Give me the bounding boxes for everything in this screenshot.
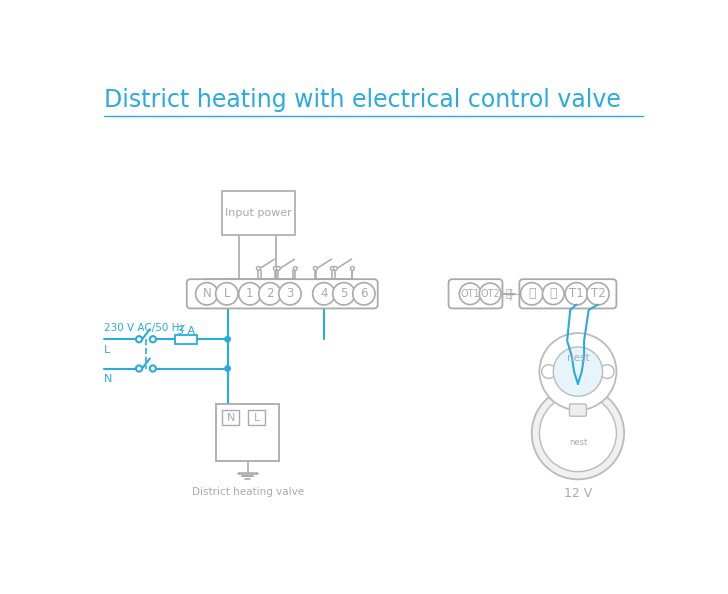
- Text: OT1: OT1: [460, 289, 480, 299]
- Circle shape: [350, 267, 355, 270]
- Circle shape: [521, 283, 543, 305]
- Circle shape: [314, 267, 317, 270]
- Text: T1: T1: [569, 287, 584, 301]
- Circle shape: [215, 283, 238, 305]
- Circle shape: [539, 394, 617, 472]
- Text: District heating valve: District heating valve: [191, 487, 304, 497]
- Circle shape: [225, 337, 230, 342]
- Circle shape: [539, 333, 617, 410]
- Text: ⏚: ⏚: [550, 287, 557, 301]
- Bar: [216, 404, 279, 461]
- Circle shape: [333, 283, 355, 305]
- Circle shape: [352, 283, 375, 305]
- Text: ─┼─: ─┼─: [502, 288, 520, 300]
- Bar: [248, 410, 265, 425]
- Text: N: N: [103, 374, 112, 384]
- Circle shape: [279, 283, 301, 305]
- Text: N: N: [226, 413, 235, 423]
- Text: 3: 3: [286, 287, 293, 301]
- Text: 3 A: 3 A: [177, 326, 195, 336]
- Circle shape: [150, 336, 156, 342]
- Bar: [222, 191, 296, 235]
- Circle shape: [258, 283, 281, 305]
- Text: 4: 4: [320, 287, 328, 301]
- Text: 5: 5: [340, 287, 347, 301]
- Text: L: L: [103, 345, 110, 355]
- Circle shape: [150, 365, 156, 372]
- Circle shape: [239, 283, 261, 305]
- Circle shape: [225, 366, 230, 371]
- Circle shape: [196, 283, 218, 305]
- Circle shape: [136, 365, 142, 372]
- Text: L: L: [253, 413, 260, 423]
- Circle shape: [587, 283, 609, 305]
- Circle shape: [331, 267, 334, 270]
- Circle shape: [542, 283, 564, 305]
- Text: 12 V: 12 V: [563, 487, 592, 500]
- Circle shape: [277, 267, 280, 270]
- Text: ⏚: ⏚: [505, 289, 512, 299]
- Text: OT2: OT2: [480, 289, 500, 299]
- Text: ⏚: ⏚: [528, 287, 536, 301]
- Text: 230 V AC/50 Hz: 230 V AC/50 Hz: [103, 324, 184, 333]
- Circle shape: [333, 267, 337, 270]
- Text: N: N: [202, 287, 211, 301]
- Text: nest: nest: [566, 353, 589, 363]
- Bar: [175, 334, 197, 344]
- Circle shape: [601, 365, 614, 378]
- Circle shape: [542, 365, 555, 378]
- Bar: [222, 410, 239, 425]
- Circle shape: [312, 283, 335, 305]
- Circle shape: [479, 283, 501, 305]
- Text: nest: nest: [569, 438, 587, 447]
- Circle shape: [553, 347, 603, 396]
- FancyBboxPatch shape: [187, 279, 378, 308]
- Circle shape: [136, 336, 142, 342]
- Text: District heating with electrical control valve: District heating with electrical control…: [103, 89, 620, 112]
- Text: L: L: [223, 287, 230, 301]
- Circle shape: [293, 267, 297, 270]
- Circle shape: [565, 283, 587, 305]
- Circle shape: [459, 283, 481, 305]
- FancyBboxPatch shape: [448, 279, 502, 308]
- Text: T2: T2: [590, 287, 605, 301]
- Text: Input power: Input power: [226, 208, 292, 218]
- Text: 1: 1: [246, 287, 253, 301]
- Text: 6: 6: [360, 287, 368, 301]
- Text: 2: 2: [266, 287, 274, 301]
- Circle shape: [274, 267, 277, 270]
- FancyBboxPatch shape: [519, 279, 617, 308]
- FancyBboxPatch shape: [569, 404, 586, 416]
- Circle shape: [256, 267, 261, 270]
- Circle shape: [531, 387, 624, 479]
